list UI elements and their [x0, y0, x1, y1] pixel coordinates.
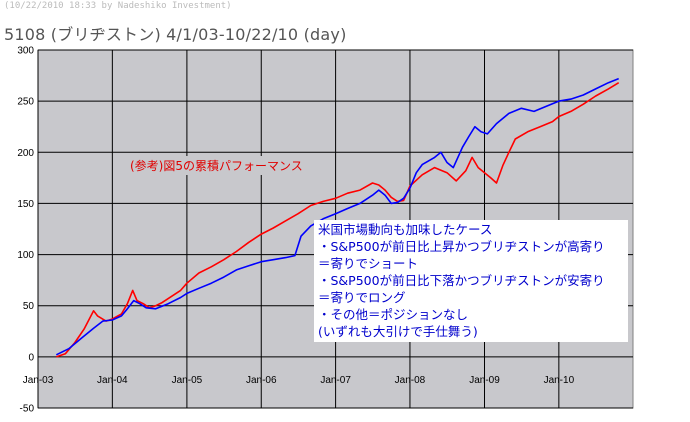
strategy-note-box: 米国市場動向も加味したケース・S&P500が前日比上昇かつブリヂストンが高寄り ＝…: [314, 220, 628, 342]
series-red-line: [56, 82, 620, 358]
y-tick-label: 0: [28, 352, 34, 363]
y-tick-label: 250: [17, 97, 34, 108]
series-blue-line: [55, 77, 619, 356]
y-tick-label: 200: [17, 148, 34, 159]
chart-annotation: (参考)図5の累積パフォーマンス: [128, 156, 305, 175]
y-tick-label: -50: [20, 404, 35, 415]
x-tick-label: Jan-07: [320, 375, 351, 386]
note-line: ・S&P500が前日比下落かつブリヂストンが安寄り: [318, 273, 605, 288]
y-tick-label: 100: [17, 250, 34, 261]
note-line: ・その他＝ポジションなし: [318, 307, 469, 322]
note-line: ・S&P500が前日比上昇かつブリヂストンが高寄り: [318, 239, 605, 254]
chart-title: 5108 (ブリヂストン) 4/1/03-10/22/10 (day): [4, 25, 347, 44]
x-tick-label: Jan-09: [469, 375, 500, 386]
x-axis-tick-labels: Jan-03 Jan-04 Jan-05 Jan-06 Jan-07 Jan-08 Jan-…: [23, 375, 575, 386]
x-tick-label: Jan-04: [97, 375, 128, 386]
x-tick-label: Jan-06: [246, 375, 277, 386]
x-tick-label: Jan-03: [23, 375, 54, 386]
chart-credit: (10/22/2010 18:33 by Nadeshiko Investmen…: [4, 1, 232, 11]
note-line: ＝寄りでロング: [318, 290, 406, 305]
note-line: ＝寄りでショート: [318, 256, 419, 271]
y-tick-label: 50: [23, 301, 35, 312]
series-lines: [55, 77, 620, 358]
x-tick-label: Jan-08: [395, 375, 426, 386]
y-tick-label: 150: [17, 199, 34, 210]
x-tick-label: Jan-05: [172, 375, 203, 386]
note-line: (いずれも大引けで手仕舞う): [318, 324, 478, 339]
note-line: 米国市場動向も加味したケース: [318, 222, 493, 237]
y-axis-tick-labels: -50 0 50 100 150 200 250 300: [17, 46, 34, 415]
x-tick-label: Jan-10: [544, 375, 575, 386]
y-tick-label: 300: [17, 46, 34, 57]
